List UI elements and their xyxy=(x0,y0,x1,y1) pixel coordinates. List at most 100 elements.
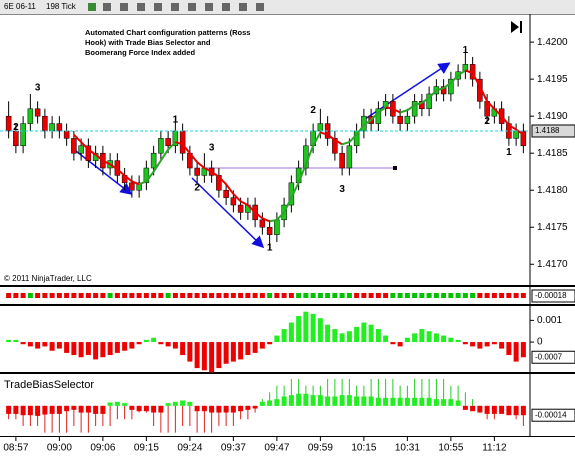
bias-dot xyxy=(42,293,48,298)
toolbar-icons[interactable] xyxy=(88,3,264,11)
x-tick-label: 09:59 xyxy=(308,443,333,454)
histogram-bar xyxy=(114,342,120,353)
histogram-bar xyxy=(129,405,135,410)
histogram-bar xyxy=(426,397,432,406)
histogram-bar xyxy=(443,379,445,406)
candle-body xyxy=(5,115,12,132)
bias-dot xyxy=(187,293,193,298)
ma-segment xyxy=(203,167,213,173)
candle-body xyxy=(13,130,19,147)
bias-dot xyxy=(281,293,287,298)
histogram-bar xyxy=(522,405,524,426)
histogram-bar xyxy=(73,405,75,426)
ma-segment xyxy=(493,108,503,117)
histogram-bar xyxy=(211,405,213,433)
candle-body xyxy=(49,123,55,132)
candle-body xyxy=(513,130,519,139)
histogram-bar xyxy=(325,396,331,406)
bias-dot xyxy=(470,293,476,298)
candle-body xyxy=(230,197,237,206)
bias-dot xyxy=(354,293,360,298)
histogram-bar xyxy=(472,399,474,406)
candle-body xyxy=(411,101,418,117)
histogram-bar xyxy=(44,405,46,433)
histogram-bar xyxy=(64,405,70,412)
level-end xyxy=(393,166,397,170)
histogram-bar xyxy=(462,405,468,410)
annotation: Boomerang Force Index added xyxy=(85,48,195,57)
ma-segment xyxy=(290,182,300,199)
value-label: -0.00014 xyxy=(535,410,567,419)
period[interactable]: 198 Tick xyxy=(46,2,77,11)
histogram-bar xyxy=(412,397,418,406)
histogram-bar xyxy=(310,313,316,343)
histogram-bar xyxy=(513,342,519,362)
histogram-bar xyxy=(491,342,497,345)
ma-segment xyxy=(254,211,264,220)
ma-segment xyxy=(167,141,177,151)
histogram-bar xyxy=(194,405,200,412)
histogram-bar xyxy=(85,405,91,413)
bias-dot xyxy=(158,293,164,298)
histogram-bar xyxy=(390,397,396,406)
histogram-bar xyxy=(419,397,425,406)
bias-dot xyxy=(346,293,352,298)
histogram-bar xyxy=(116,405,118,420)
histogram-bar xyxy=(182,405,184,426)
bias-dot xyxy=(296,293,302,298)
candle-body xyxy=(20,123,26,147)
histogram-bar xyxy=(310,395,316,406)
bias-dot xyxy=(368,293,374,298)
bias-dot xyxy=(35,293,41,298)
histogram-bar xyxy=(385,379,387,406)
candle-body xyxy=(216,175,222,191)
histogram-bar xyxy=(477,405,483,413)
histogram-bar xyxy=(6,405,12,414)
x-tick-label: 09:47 xyxy=(264,443,289,454)
histogram-bar xyxy=(13,405,19,414)
histogram-bar xyxy=(58,405,60,433)
histogram-bar xyxy=(375,397,381,406)
bias-dot xyxy=(267,293,273,298)
bias-dot xyxy=(49,293,55,298)
histogram-bar xyxy=(129,342,135,349)
play-button[interactable] xyxy=(511,21,522,33)
histogram-bar xyxy=(267,400,273,406)
histogram-bar xyxy=(377,379,379,406)
histogram-bar xyxy=(513,405,519,416)
histogram-bar xyxy=(464,392,466,406)
histogram-bar xyxy=(151,337,157,343)
ma-segment xyxy=(247,204,256,214)
ma-segment xyxy=(436,87,444,92)
bias-dot xyxy=(404,293,410,298)
bias-dot xyxy=(71,293,77,298)
histogram-bar xyxy=(354,396,360,406)
bias-dot xyxy=(230,293,236,298)
pattern-marker: 1 xyxy=(506,147,512,158)
instrument[interactable]: 6E 06-11 xyxy=(4,2,36,11)
histogram-bar xyxy=(339,395,345,406)
candle-body xyxy=(397,115,403,124)
ma-segment xyxy=(232,193,242,203)
x-tick-label: 09:00 xyxy=(47,443,72,454)
histogram-bar xyxy=(375,329,381,343)
ma-segment xyxy=(471,72,481,88)
ma-segment xyxy=(276,211,285,221)
x-tick-label: 10:15 xyxy=(351,443,376,454)
ma-segment xyxy=(116,168,126,177)
histogram-bar xyxy=(317,395,323,406)
ma-segment xyxy=(377,106,387,114)
histogram-bar xyxy=(102,405,104,426)
bias-dot xyxy=(216,293,222,298)
candle-body xyxy=(78,145,84,154)
histogram-bar xyxy=(196,405,198,433)
bias-dot xyxy=(93,293,99,298)
histogram-bar xyxy=(95,405,97,426)
bias-dot xyxy=(114,293,120,298)
histogram-bar xyxy=(455,400,461,406)
candle-body xyxy=(42,115,48,132)
histogram-bar xyxy=(288,395,294,406)
histogram-bar xyxy=(167,405,169,433)
histogram-bar xyxy=(288,322,294,343)
y-tick-label: 1.4190 xyxy=(537,111,568,122)
